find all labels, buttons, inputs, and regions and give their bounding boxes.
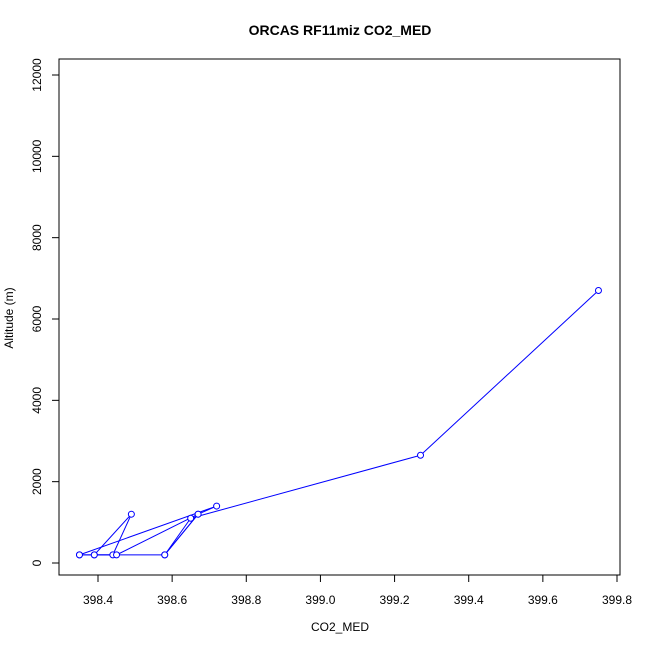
y-tick-label: 2000 — [30, 468, 44, 495]
data-point — [417, 451, 425, 459]
y-axis-label: Altitude (m) — [2, 287, 16, 348]
y-tick-label: 8000 — [30, 224, 44, 251]
x-tick-label: 399.0 — [305, 593, 335, 607]
data-point — [213, 502, 221, 510]
data-point — [187, 514, 195, 522]
y-axis: 0 2000 4000 6000 8000 10000 12000 — [30, 58, 60, 566]
x-tick-label: 398.6 — [157, 593, 187, 607]
series-segment — [79, 505, 217, 556]
y-tick-label: 6000 — [30, 305, 44, 332]
series-segment — [420, 290, 599, 456]
data-point — [161, 551, 169, 559]
x-tick-label: 398.4 — [83, 593, 113, 607]
series-segment — [112, 513, 132, 556]
data-point — [194, 510, 202, 518]
x-axis: 398.4 398.6 398.8 399.0 399.2 399.4 399.6 399.8 — [83, 574, 632, 607]
y-tick-label: 0 — [30, 559, 44, 566]
series-segment — [190, 454, 421, 519]
y-tick-label: 10000 — [30, 139, 44, 173]
chart-title: ORCAS RF11miz CO2_MED — [249, 22, 432, 38]
data-point — [113, 551, 121, 559]
plot-frame — [58, 58, 621, 576]
x-tick-label: 399.8 — [602, 593, 632, 607]
x-tick-label: 399.6 — [528, 593, 558, 607]
series-segment — [93, 513, 132, 556]
data-point — [594, 287, 602, 295]
x-tick-label: 399.2 — [380, 593, 410, 607]
data-point — [75, 551, 83, 559]
series-layer — [75, 287, 602, 559]
x-tick-label: 398.8 — [231, 593, 261, 607]
series-segment — [164, 517, 192, 556]
data-point — [90, 551, 98, 559]
y-tick-label: 12000 — [30, 58, 44, 92]
y-tick-label: 4000 — [30, 387, 44, 414]
x-tick-label: 399.4 — [454, 593, 484, 607]
data-point — [127, 510, 135, 518]
x-axis-label: CO2_MED — [311, 620, 369, 634]
series-segment — [116, 513, 199, 556]
